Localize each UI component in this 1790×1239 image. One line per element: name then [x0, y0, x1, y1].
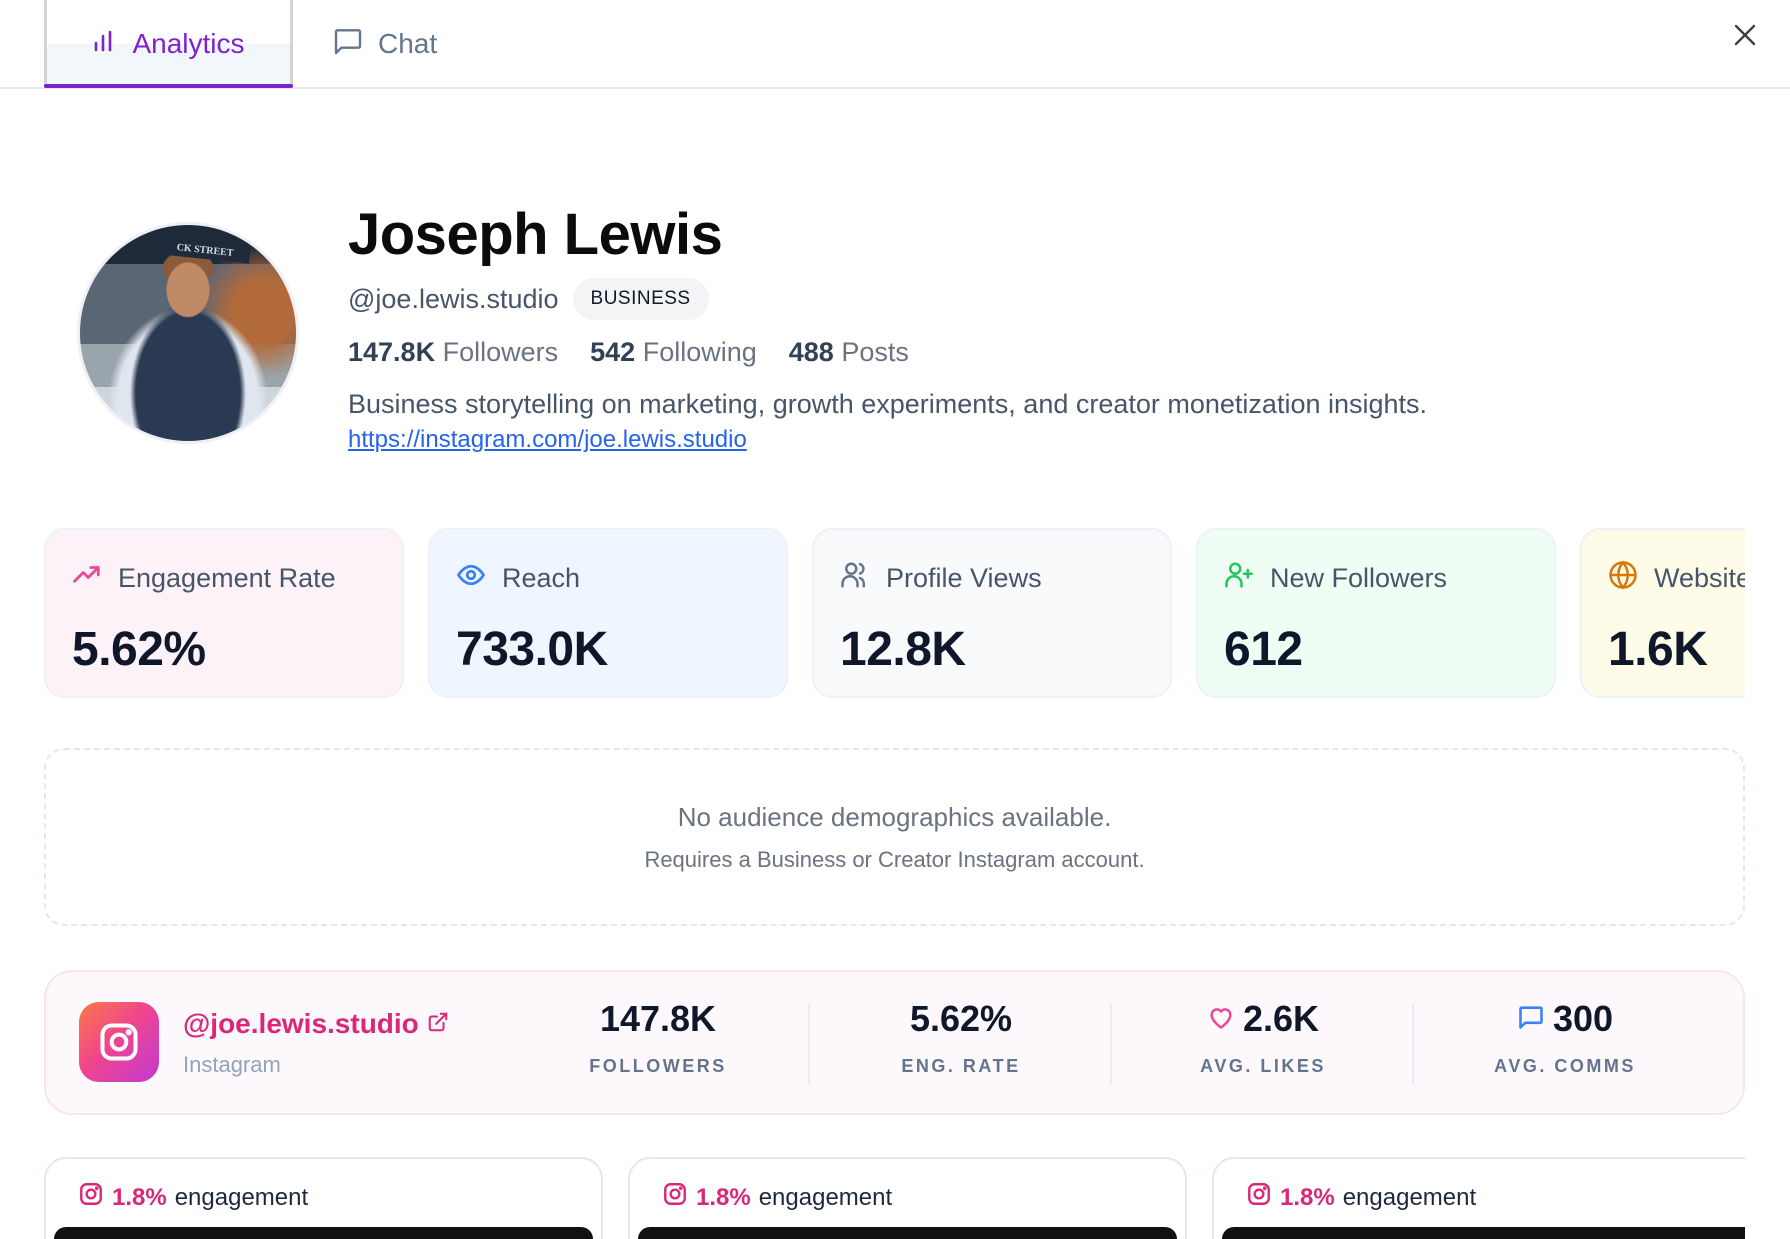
post-thumbnail[interactable]	[638, 1227, 1177, 1239]
globe-icon	[1608, 560, 1638, 597]
stat-label: Website	[1654, 562, 1745, 593]
stat-label: New Followers	[1270, 562, 1448, 593]
post-engagement-value: 1.8%	[1280, 1183, 1335, 1211]
metric-avg-likes: 2.6K AVG. LIKES	[1113, 994, 1413, 1077]
metric-avg-comments: 300 AVG. COMMS	[1415, 994, 1715, 1077]
close-icon	[1733, 23, 1757, 52]
account-type-badge: BUSINESS	[572, 278, 709, 320]
metric-label: AVG. COMMS	[1494, 1056, 1636, 1076]
divider	[808, 1004, 810, 1084]
heart-icon	[1207, 998, 1235, 1040]
metric-value: 147.8K	[599, 998, 717, 1039]
followers-count-group: 147.8K Followers	[348, 332, 558, 372]
followers-count: 147.8K	[348, 337, 436, 367]
demographics-title: No audience demographics available.	[677, 802, 1112, 832]
stat-card-website: Website 1.6K	[1580, 528, 1745, 698]
tab-label: Chat	[378, 28, 438, 59]
post-card[interactable]: 1.8% engagement	[628, 1157, 1187, 1239]
post-engagement-label: engagement	[1342, 1183, 1477, 1211]
stat-cards: Engagement Rate 5.62% Reach 733.0K Profi…	[44, 528, 1745, 700]
following-count-group: 542 Following	[590, 332, 757, 372]
metric-label: FOLLOWERS	[589, 1056, 727, 1076]
message-square-icon	[1517, 998, 1545, 1040]
posts-count: 488	[788, 337, 834, 367]
stat-value: 1.6K	[1608, 623, 1708, 676]
external-link-icon	[427, 1008, 449, 1040]
bar-chart-icon	[92, 28, 118, 61]
tab-analytics[interactable]: Analytics	[44, 0, 293, 88]
followers-label: Followers	[442, 337, 559, 367]
close-button[interactable]	[1728, 20, 1762, 54]
metric-value: 2.6K	[1242, 998, 1320, 1039]
stat-label: Profile Views	[886, 562, 1042, 593]
message-square-icon	[332, 25, 364, 64]
following-label: Following	[642, 337, 757, 367]
post-engagement-value: 1.8%	[696, 1183, 751, 1211]
metric-followers: 147.8K FOLLOWERS	[508, 994, 808, 1077]
instagram-handle: @joe.lewis.studio	[183, 1008, 419, 1039]
divider	[1110, 1004, 1112, 1084]
profile-link[interactable]: https://instagram.com/joe.lewis.studio	[348, 426, 747, 453]
instagram-platform-label: Instagram	[183, 1052, 281, 1077]
divider	[1412, 1004, 1414, 1084]
following-count: 542	[590, 337, 636, 367]
demographics-subtitle: Requires a Business or Creator Instagram…	[644, 847, 1145, 872]
instagram-icon	[662, 1181, 688, 1214]
instagram-account-summary: @joe.lewis.studio Instagram 147.8K FOLLO…	[44, 970, 1745, 1115]
stat-value: 5.62%	[72, 623, 206, 676]
tab-chat[interactable]: Chat	[332, 0, 437, 88]
tab-label: Analytics	[132, 28, 245, 59]
post-engagement-value: 1.8%	[112, 1183, 167, 1211]
post-thumbnail[interactable]	[54, 1227, 593, 1239]
demographics-empty-state: No audience demographics available. Requ…	[44, 748, 1745, 926]
posts-label: Posts	[841, 337, 909, 367]
stat-card-profile-views: Profile Views 12.8K	[812, 528, 1172, 698]
post-card[interactable]: 1.8% engagement	[1212, 1157, 1745, 1239]
stat-card-engagement-rate: Engagement Rate 5.62%	[44, 528, 404, 698]
instagram-logo-icon	[79, 1002, 159, 1082]
eye-icon	[456, 560, 486, 597]
instagram-handle-link[interactable]: @joe.lewis.studio	[183, 1008, 449, 1040]
metric-value: 5.62%	[909, 998, 1013, 1039]
instagram-icon	[78, 1181, 104, 1214]
instagram-icon	[1246, 1181, 1272, 1214]
profile-bio: Business storytelling on marketing, grow…	[348, 389, 1428, 419]
post-grid: 1.8% engagement 1.8% engagement 1.8% eng…	[44, 1157, 1745, 1239]
stat-value: 733.0K	[456, 623, 608, 676]
profile-handle: @joe.lewis.studio	[348, 283, 559, 314]
metric-engagement-rate: 5.62% ENG. RATE	[811, 994, 1111, 1077]
users-icon	[840, 560, 870, 597]
stat-card-new-followers: New Followers 612	[1196, 528, 1556, 698]
metric-label: AVG. LIKES	[1200, 1056, 1326, 1076]
profile-name: Joseph Lewis	[348, 202, 723, 267]
stat-value: 12.8K	[840, 623, 966, 676]
trending-up-icon	[72, 560, 102, 597]
stat-label: Engagement Rate	[118, 562, 336, 593]
post-thumbnail[interactable]	[1222, 1227, 1745, 1239]
metric-value: 300	[1552, 998, 1614, 1039]
stat-label: Reach	[502, 562, 581, 593]
post-engagement-label: engagement	[174, 1183, 309, 1211]
post-card[interactable]: 1.8% engagement	[44, 1157, 603, 1239]
posts-count-group: 488 Posts	[789, 332, 909, 372]
avatar-sign: CK STREET	[159, 238, 251, 264]
avatar: CK STREET	[77, 222, 299, 444]
user-plus-icon	[1224, 560, 1254, 597]
profile-info: Joseph Lewis @joe.lewis.studio BUSINESS …	[348, 200, 1427, 454]
stat-card-reach: Reach 733.0K	[428, 528, 788, 698]
tab-bar: Analytics Chat	[0, 0, 1790, 89]
post-engagement-label: engagement	[758, 1183, 893, 1211]
profile-counts: 147.8K Followers 542 Following 488 Posts	[348, 332, 1427, 372]
stat-value: 612	[1224, 623, 1303, 676]
metric-label: ENG. RATE	[901, 1056, 1021, 1076]
